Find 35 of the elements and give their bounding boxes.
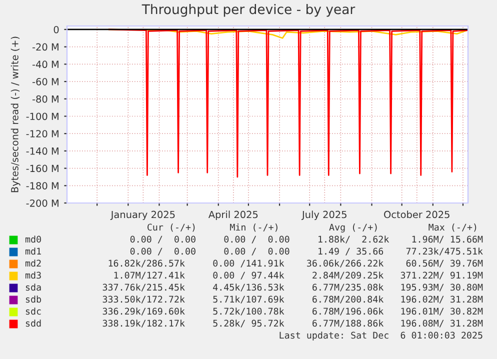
y-tick-label: -200 M <box>26 199 58 207</box>
text: 0.00 / 0.00 0.00 / 0.00 1.88k/ 2.62k 1.96M/ 15.66M <box>130 236 483 244</box>
y-tick-label: -180 M <box>26 182 58 190</box>
text: Last update: Sat Dec 6 01:00:03 2025 <box>280 332 482 340</box>
legend-label: sda <box>26 284 41 291</box>
legend-label: md2 <box>25 260 41 267</box>
x-tick-label: July 2025 <box>301 210 346 220</box>
y-tick-label: -120 M <box>26 130 58 138</box>
y-tick-label: -20 M <box>32 43 58 51</box>
x-tick-label: April 2025 <box>208 210 258 220</box>
x-tick-label: January 2025 <box>110 210 175 220</box>
text: 1.07M/127.41k 0.00 / 97.44k 2.84M/209.25k 371.22M/ 91.19M <box>114 272 483 280</box>
y-tick-label: -160 M <box>26 164 58 172</box>
legend-label: md0 <box>25 236 41 243</box>
legend-label: md3 <box>25 272 41 279</box>
y-tick-label: -80 M <box>32 95 58 103</box>
text: 338.19k/182.17k 5.28k/ 95.72k 6.77M/188.86k 196.08M/ 31.28M <box>102 320 483 328</box>
text: Cur (-/+) Min (-/+) Avg (-/+) Max (-/+) <box>148 224 476 232</box>
legend-label: sdd <box>26 320 41 327</box>
legend-label: sdc <box>26 308 41 315</box>
y-tick-label: -140 M <box>26 147 58 155</box>
chart-title: Throughput per device - by year <box>142 4 356 17</box>
text: 0.00 / 0.00 0.00 / 0.00 1.49 / 35.66 77.23k/475.51k <box>130 248 483 256</box>
text: 337.76k/215.45k 4.45k/136.53k 6.77M/235.08k 195.93M/ 30.80M <box>102 284 483 292</box>
y-axis-title: Bytes/second read (-) / write (+) <box>10 36 20 192</box>
text: 333.50k/172.72k 5.71k/107.69k 6.78M/200.84k 196.02M/ 31.28M <box>102 296 483 304</box>
y-tick-label: -40 M <box>32 60 58 68</box>
y-tick-label: 0 <box>54 26 59 34</box>
text: 16.82k/286.57k 0.00 /141.91k 36.06k/266.22k 60.56M/ 39.76M <box>108 260 483 268</box>
legend-label: sdb <box>26 296 42 303</box>
y-tick-label: -100 M <box>26 112 58 120</box>
x-tick-label: October 2025 <box>384 210 450 218</box>
legend-label: md1 <box>25 248 41 255</box>
text: 336.29k/169.60k 5.72k/100.78k 6.78M/196.06k 196.01M/ 30.82M <box>102 308 483 316</box>
y-tick-label: -60 M <box>32 78 58 86</box>
